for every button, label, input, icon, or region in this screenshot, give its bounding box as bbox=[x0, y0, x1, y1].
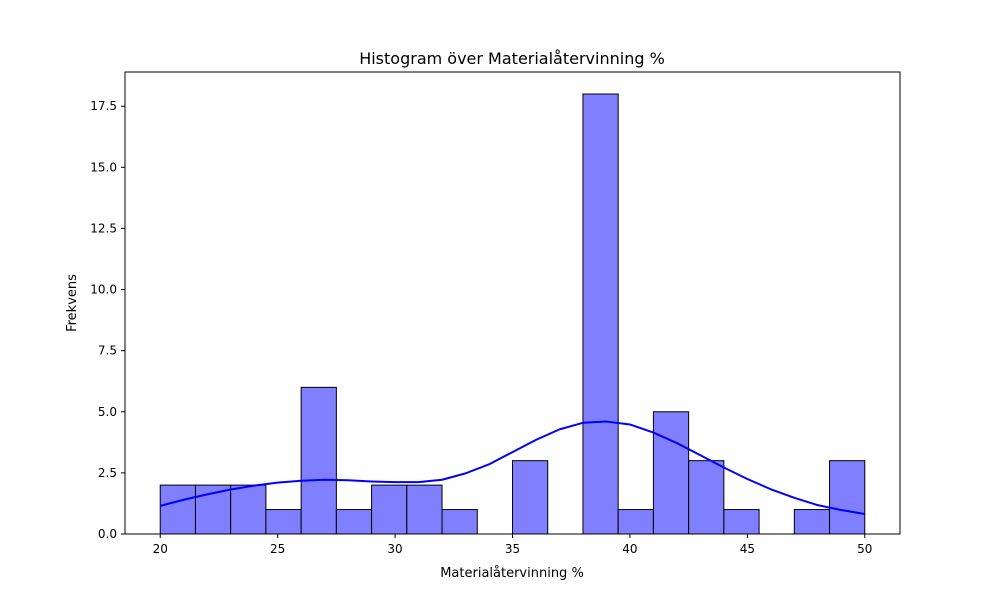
histogram-bar bbox=[582, 93, 619, 535]
x-tick-label: 30 bbox=[387, 542, 402, 556]
histogram-bar bbox=[512, 460, 549, 535]
y-axis-label: Frekvens bbox=[65, 274, 80, 332]
y-tick-label: 12.5 bbox=[90, 221, 117, 235]
x-tick-label: 20 bbox=[153, 542, 168, 556]
x-tick-label: 50 bbox=[857, 542, 872, 556]
y-tick-label: 2.5 bbox=[98, 466, 117, 480]
x-tick-label: 40 bbox=[622, 542, 637, 556]
histogram-bar bbox=[441, 509, 478, 535]
kde-curve bbox=[159, 420, 865, 515]
y-tick-label: 15.0 bbox=[90, 160, 117, 174]
histogram-bar bbox=[793, 509, 831, 535]
y-tick-label: 10.0 bbox=[90, 283, 117, 297]
x-tick-label: 25 bbox=[270, 542, 285, 556]
y-tick-label: 0.0 bbox=[98, 527, 117, 541]
histogram-bar bbox=[723, 509, 760, 535]
histogram-bar bbox=[617, 509, 654, 535]
x-tick-label: 35 bbox=[505, 542, 520, 556]
histogram-bar bbox=[159, 484, 196, 535]
histogram-bar bbox=[688, 460, 725, 535]
x-axis-ticks: 20 25 30 35 40 45 50 bbox=[153, 534, 872, 556]
chart-title: Histogram över Materialåtervinning % bbox=[359, 49, 665, 68]
plot-frame bbox=[124, 71, 901, 535]
x-tick-label: 45 bbox=[740, 542, 755, 556]
histogram-bar bbox=[371, 484, 408, 535]
x-axis-label: Materialåtervinning % bbox=[440, 566, 584, 581]
y-axis-ticks: 0.0 2.5 5.0 7.5 10.0 12.5 15.0 17.5 bbox=[90, 99, 125, 541]
histogram-bar bbox=[652, 411, 690, 535]
histogram-bars bbox=[159, 93, 866, 535]
histogram-bar bbox=[335, 509, 373, 535]
histogram-bar bbox=[265, 509, 302, 535]
histogram-bar bbox=[406, 484, 443, 535]
histogram-bar bbox=[230, 484, 267, 535]
histogram-bar bbox=[829, 460, 866, 535]
y-tick-label: 5.0 bbox=[98, 405, 117, 419]
y-tick-label: 7.5 bbox=[98, 344, 117, 358]
histogram-bar bbox=[300, 386, 337, 535]
y-tick-label: 17.5 bbox=[90, 99, 117, 113]
